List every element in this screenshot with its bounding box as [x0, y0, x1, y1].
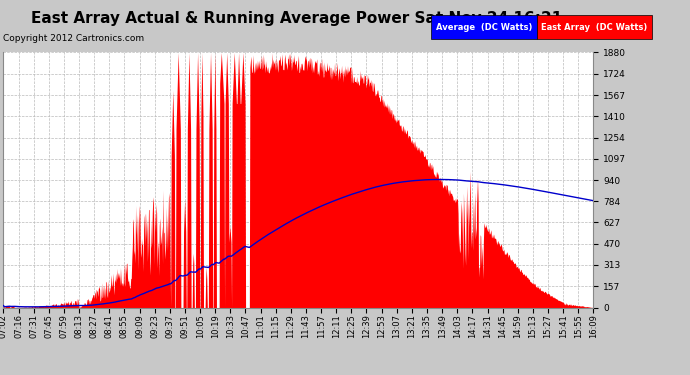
Text: East Array Actual & Running Average Power Sat Nov 24 16:21: East Array Actual & Running Average Powe… — [31, 11, 562, 26]
Text: East Array  (DC Watts): East Array (DC Watts) — [541, 22, 647, 32]
Text: Average  (DC Watts): Average (DC Watts) — [436, 22, 532, 32]
Text: Copyright 2012 Cartronics.com: Copyright 2012 Cartronics.com — [3, 34, 145, 43]
